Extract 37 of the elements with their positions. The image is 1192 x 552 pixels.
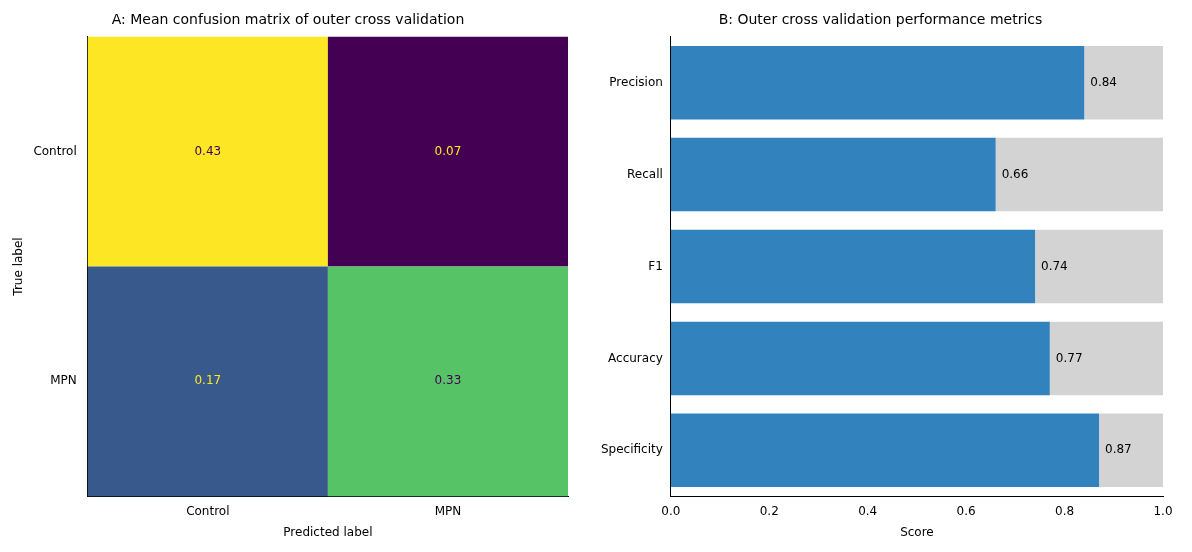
chart-title: B: Outer cross validation performance metrics (718, 11, 1043, 28)
bar (670, 229, 1036, 304)
data-label: 0.33 (434, 373, 462, 388)
x-tick-label: 0.2 (759, 503, 779, 518)
bar (1035, 229, 1163, 304)
y-axis-title: True label (11, 237, 26, 297)
bar (995, 137, 1163, 212)
bar (1049, 321, 1163, 396)
data-label: 0.66 (1001, 166, 1029, 181)
y-tick-label: Specificity (600, 442, 663, 457)
chart-title: A: Mean confusion matrix of outer cross validation (111, 11, 465, 28)
bar (670, 413, 1100, 488)
y-tick-label: Precision (609, 74, 663, 89)
data-label: 0.17 (194, 373, 222, 388)
x-tick-label: 0.0 (661, 503, 681, 518)
y-tick-label: Recall (627, 166, 663, 181)
data-label: 0.77 (1055, 350, 1083, 365)
data-label: 0.87 (1105, 442, 1132, 457)
y-tick-label: Accuracy (608, 350, 663, 365)
bar (670, 137, 996, 212)
x-axis-title: Predicted label (283, 524, 373, 539)
x-tick-label: 0.4 (858, 503, 878, 518)
x-tick-label: Control (186, 503, 230, 518)
y-tick-label: F1 (648, 258, 663, 273)
bar (670, 45, 1085, 120)
data-label: 0.84 (1090, 74, 1117, 89)
x-axis-title: Score (900, 524, 934, 539)
data-label: 0.07 (434, 143, 462, 158)
data-label: 0.43 (194, 143, 222, 158)
x-tick-label: 0.6 (956, 503, 976, 518)
x-tick-label: 1.0 (1153, 503, 1173, 518)
bar (670, 321, 1050, 396)
bar (1084, 45, 1163, 120)
bar (1099, 413, 1163, 488)
data-label: 0.74 (1041, 258, 1068, 273)
x-tick-label: 0.8 (1055, 503, 1075, 518)
x-tick-label: MPN (434, 503, 462, 518)
